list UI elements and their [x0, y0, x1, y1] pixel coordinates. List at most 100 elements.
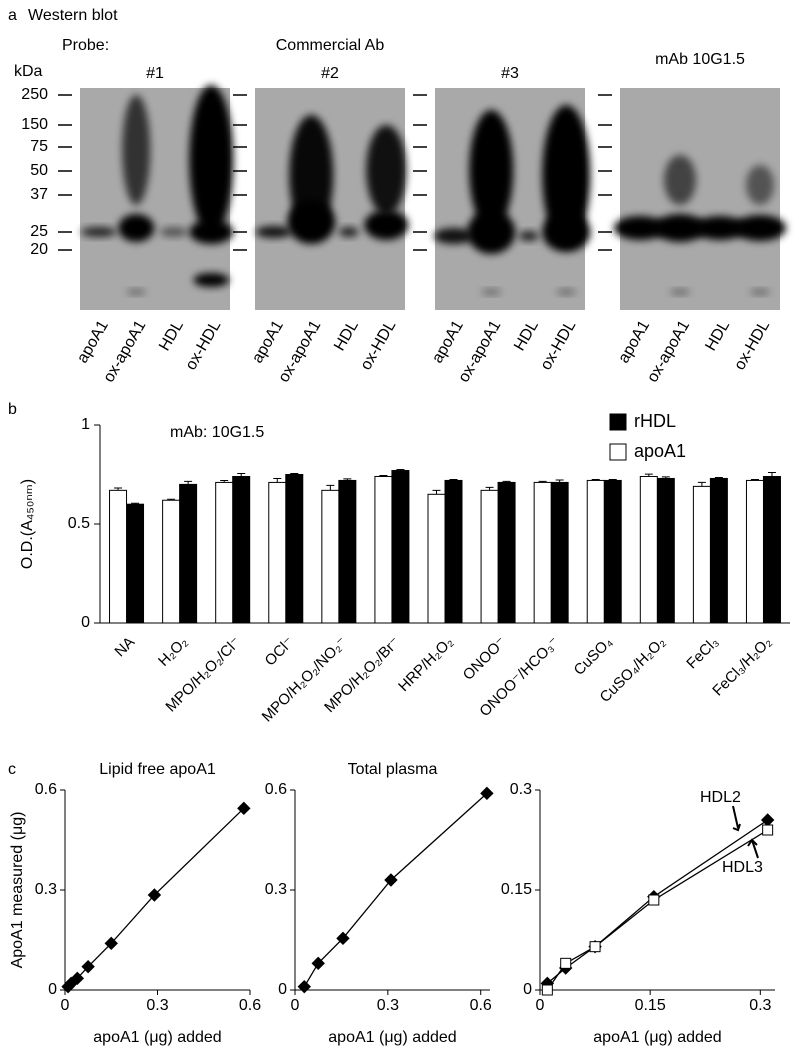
- bar: [762, 475, 781, 624]
- blot-band: [287, 200, 336, 244]
- error-bar: [555, 479, 564, 483]
- error-bar: [485, 486, 494, 491]
- bar: [550, 481, 569, 624]
- bar: [179, 483, 198, 624]
- bar: [268, 481, 287, 624]
- y-tick-label: 0: [523, 981, 532, 998]
- chart-title: Total plasma: [348, 761, 438, 778]
- point: [762, 824, 774, 836]
- panel-label: a: [8, 7, 17, 24]
- point: [760, 813, 775, 827]
- error-bar: [697, 481, 706, 487]
- point: [81, 959, 95, 974]
- lane-label: apoA1: [429, 318, 467, 367]
- blot-band: [556, 289, 577, 295]
- legend-swatch: [609, 413, 627, 431]
- bar: [603, 479, 622, 624]
- y-tick-label: 0.3: [265, 881, 287, 898]
- point: [560, 957, 572, 969]
- blot-title: mAb 10G1.5: [655, 51, 745, 68]
- y-axis-label: O.D.(A₄₅₀ₙₘ): [19, 479, 36, 569]
- x-tick-label: NA: [111, 634, 138, 661]
- blot-band: [433, 228, 474, 244]
- group-label: Commercial Ab: [276, 37, 385, 54]
- lane-label: apoA1: [249, 318, 287, 367]
- blot-band: [189, 85, 234, 235]
- y-tick-label: 1: [81, 416, 90, 433]
- error-bar: [396, 469, 405, 471]
- lane-label: HDL: [511, 318, 542, 354]
- blot-band: [366, 125, 407, 215]
- bar: [639, 475, 658, 624]
- legend-swatch: [609, 443, 627, 461]
- blot-band: [189, 220, 234, 244]
- x-tick-label: 0: [291, 997, 300, 1014]
- y-tick-label: 0.3: [510, 781, 532, 798]
- error-bar: [167, 498, 176, 501]
- y-tick-label: 0: [81, 614, 90, 631]
- error-bar: [432, 489, 441, 495]
- x-tick-label: CuSO₄: [571, 634, 616, 679]
- point: [237, 801, 251, 816]
- y-tick-label: 0.15: [501, 881, 532, 898]
- fit-line: [546, 829, 768, 991]
- bar: [374, 475, 393, 624]
- x-tick-label: ONOO⁻: [460, 634, 510, 684]
- blot-band: [542, 212, 591, 252]
- x-tick-label: 0.3: [749, 997, 771, 1014]
- error-bar: [644, 473, 653, 477]
- fit-line: [303, 792, 488, 987]
- lane-label: apoA1: [615, 318, 653, 367]
- error-bar: [273, 477, 282, 483]
- x-tick-label: 0: [536, 997, 545, 1014]
- blot-band: [694, 216, 746, 240]
- y-tick-label: 0.5: [68, 515, 90, 532]
- point: [70, 971, 85, 986]
- x-tick-label: OCl⁻: [262, 634, 298, 670]
- lane-label: HDL: [331, 318, 362, 354]
- point: [589, 941, 601, 953]
- y-tick-label: 0: [278, 981, 287, 998]
- bar: [427, 493, 446, 624]
- x-tick-label: 0.6: [239, 997, 261, 1014]
- legend-label: apoA1: [634, 441, 686, 461]
- x-tick-label: 0.3: [146, 997, 168, 1014]
- bar: [162, 499, 181, 624]
- error-bar: [184, 480, 193, 485]
- blot-band: [518, 231, 539, 241]
- blot-band: [364, 210, 409, 240]
- annotation-arrow: [747, 838, 759, 859]
- blot-band: [126, 289, 147, 295]
- marker-label: 25: [30, 223, 48, 240]
- bar: [109, 489, 128, 624]
- x-axis-label: apoA1 (μg) added: [593, 1029, 721, 1046]
- series-annotation: HDL3: [722, 859, 763, 876]
- error-bar: [750, 478, 759, 481]
- lane-label: HDL: [702, 318, 733, 354]
- blot-band: [614, 216, 666, 240]
- lane-label: ox-HDL: [731, 318, 773, 374]
- blot-band: [80, 227, 117, 237]
- probe-label: Probe:: [62, 37, 109, 54]
- bar: [709, 477, 728, 624]
- blot-band: [469, 110, 514, 230]
- bar: [656, 477, 675, 624]
- blot-band: [193, 273, 230, 287]
- blot-band: [542, 105, 591, 245]
- point: [311, 956, 325, 971]
- blot-band: [654, 214, 706, 242]
- bar: [321, 489, 340, 624]
- lane-label: apoA1: [74, 318, 112, 367]
- x-axis-label: apoA1 (μg) added: [93, 1029, 221, 1046]
- marker-label: 150: [21, 116, 48, 133]
- panel-label: c: [8, 761, 16, 778]
- blot-band: [159, 227, 188, 237]
- error-bar: [502, 480, 511, 483]
- annotation-arrow: [732, 805, 741, 832]
- error-bar: [131, 502, 140, 505]
- blot-title: #2: [321, 65, 339, 82]
- bar: [126, 503, 145, 624]
- error-bar: [767, 472, 776, 477]
- point: [336, 931, 350, 946]
